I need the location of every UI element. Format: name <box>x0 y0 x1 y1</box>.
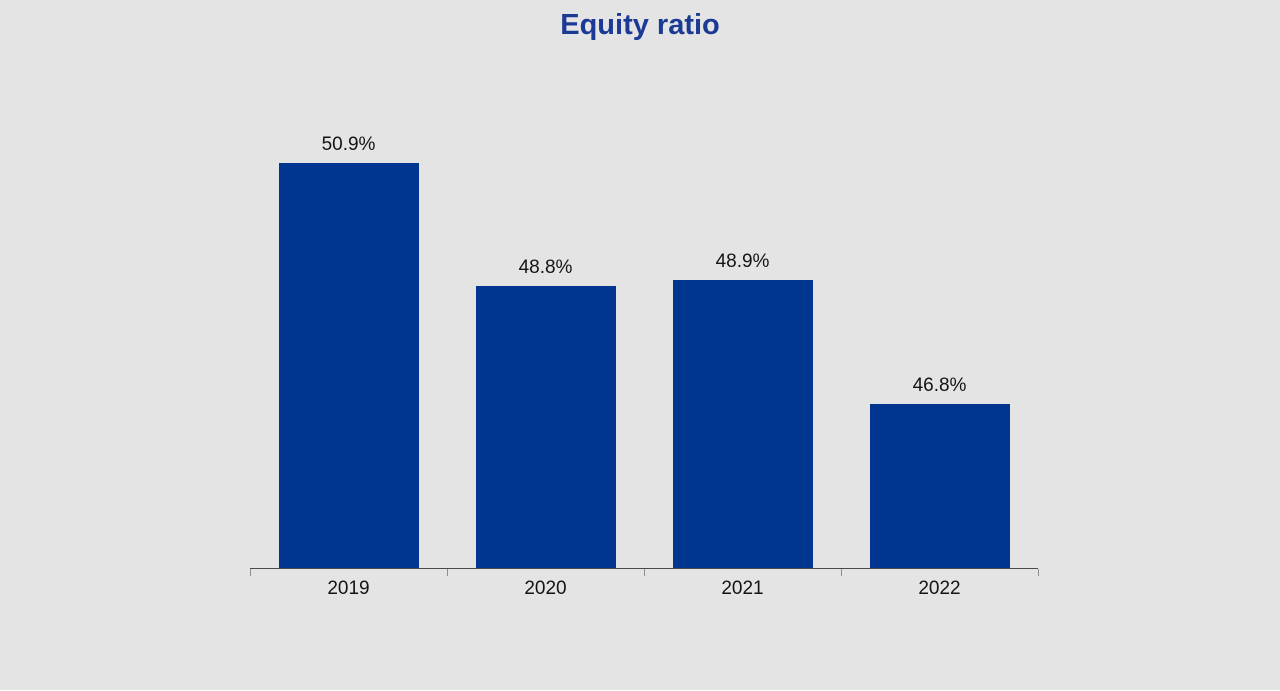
bar-group-2020: 48.8% <box>447 98 644 568</box>
bar-group-2022: 46.8% <box>841 98 1038 568</box>
bar-2019 <box>278 163 419 568</box>
bar-2021 <box>672 280 813 568</box>
value-label-2020: 48.8% <box>518 257 573 278</box>
x-tick-label-2019: 2019 <box>327 578 370 599</box>
bar-group-2021: 48.9% <box>644 98 841 568</box>
bar-2020 <box>475 286 616 568</box>
x-axis-tick <box>841 569 842 576</box>
x-axis-tick <box>447 569 448 576</box>
value-label-2022: 46.8% <box>912 375 967 396</box>
value-label-2019: 50.9% <box>321 134 376 155</box>
x-tick-label-2022: 2022 <box>918 578 961 599</box>
bar-group-2019: 50.9% <box>250 98 447 568</box>
value-label-2021: 48.9% <box>715 251 770 272</box>
plot-area: 50.9% 48.8% 48.9% 46.8% <box>250 98 1038 569</box>
x-axis-tick <box>250 569 251 576</box>
bar-2022 <box>869 404 1010 568</box>
x-tick-label-2021: 2021 <box>721 578 764 599</box>
x-tick-label-2020: 2020 <box>524 578 567 599</box>
chart-title: Equity ratio <box>560 9 720 41</box>
x-axis-tick <box>1038 569 1039 576</box>
x-axis-labels: 2019 2020 2021 2022 <box>250 578 1038 600</box>
x-axis-tick <box>644 569 645 576</box>
